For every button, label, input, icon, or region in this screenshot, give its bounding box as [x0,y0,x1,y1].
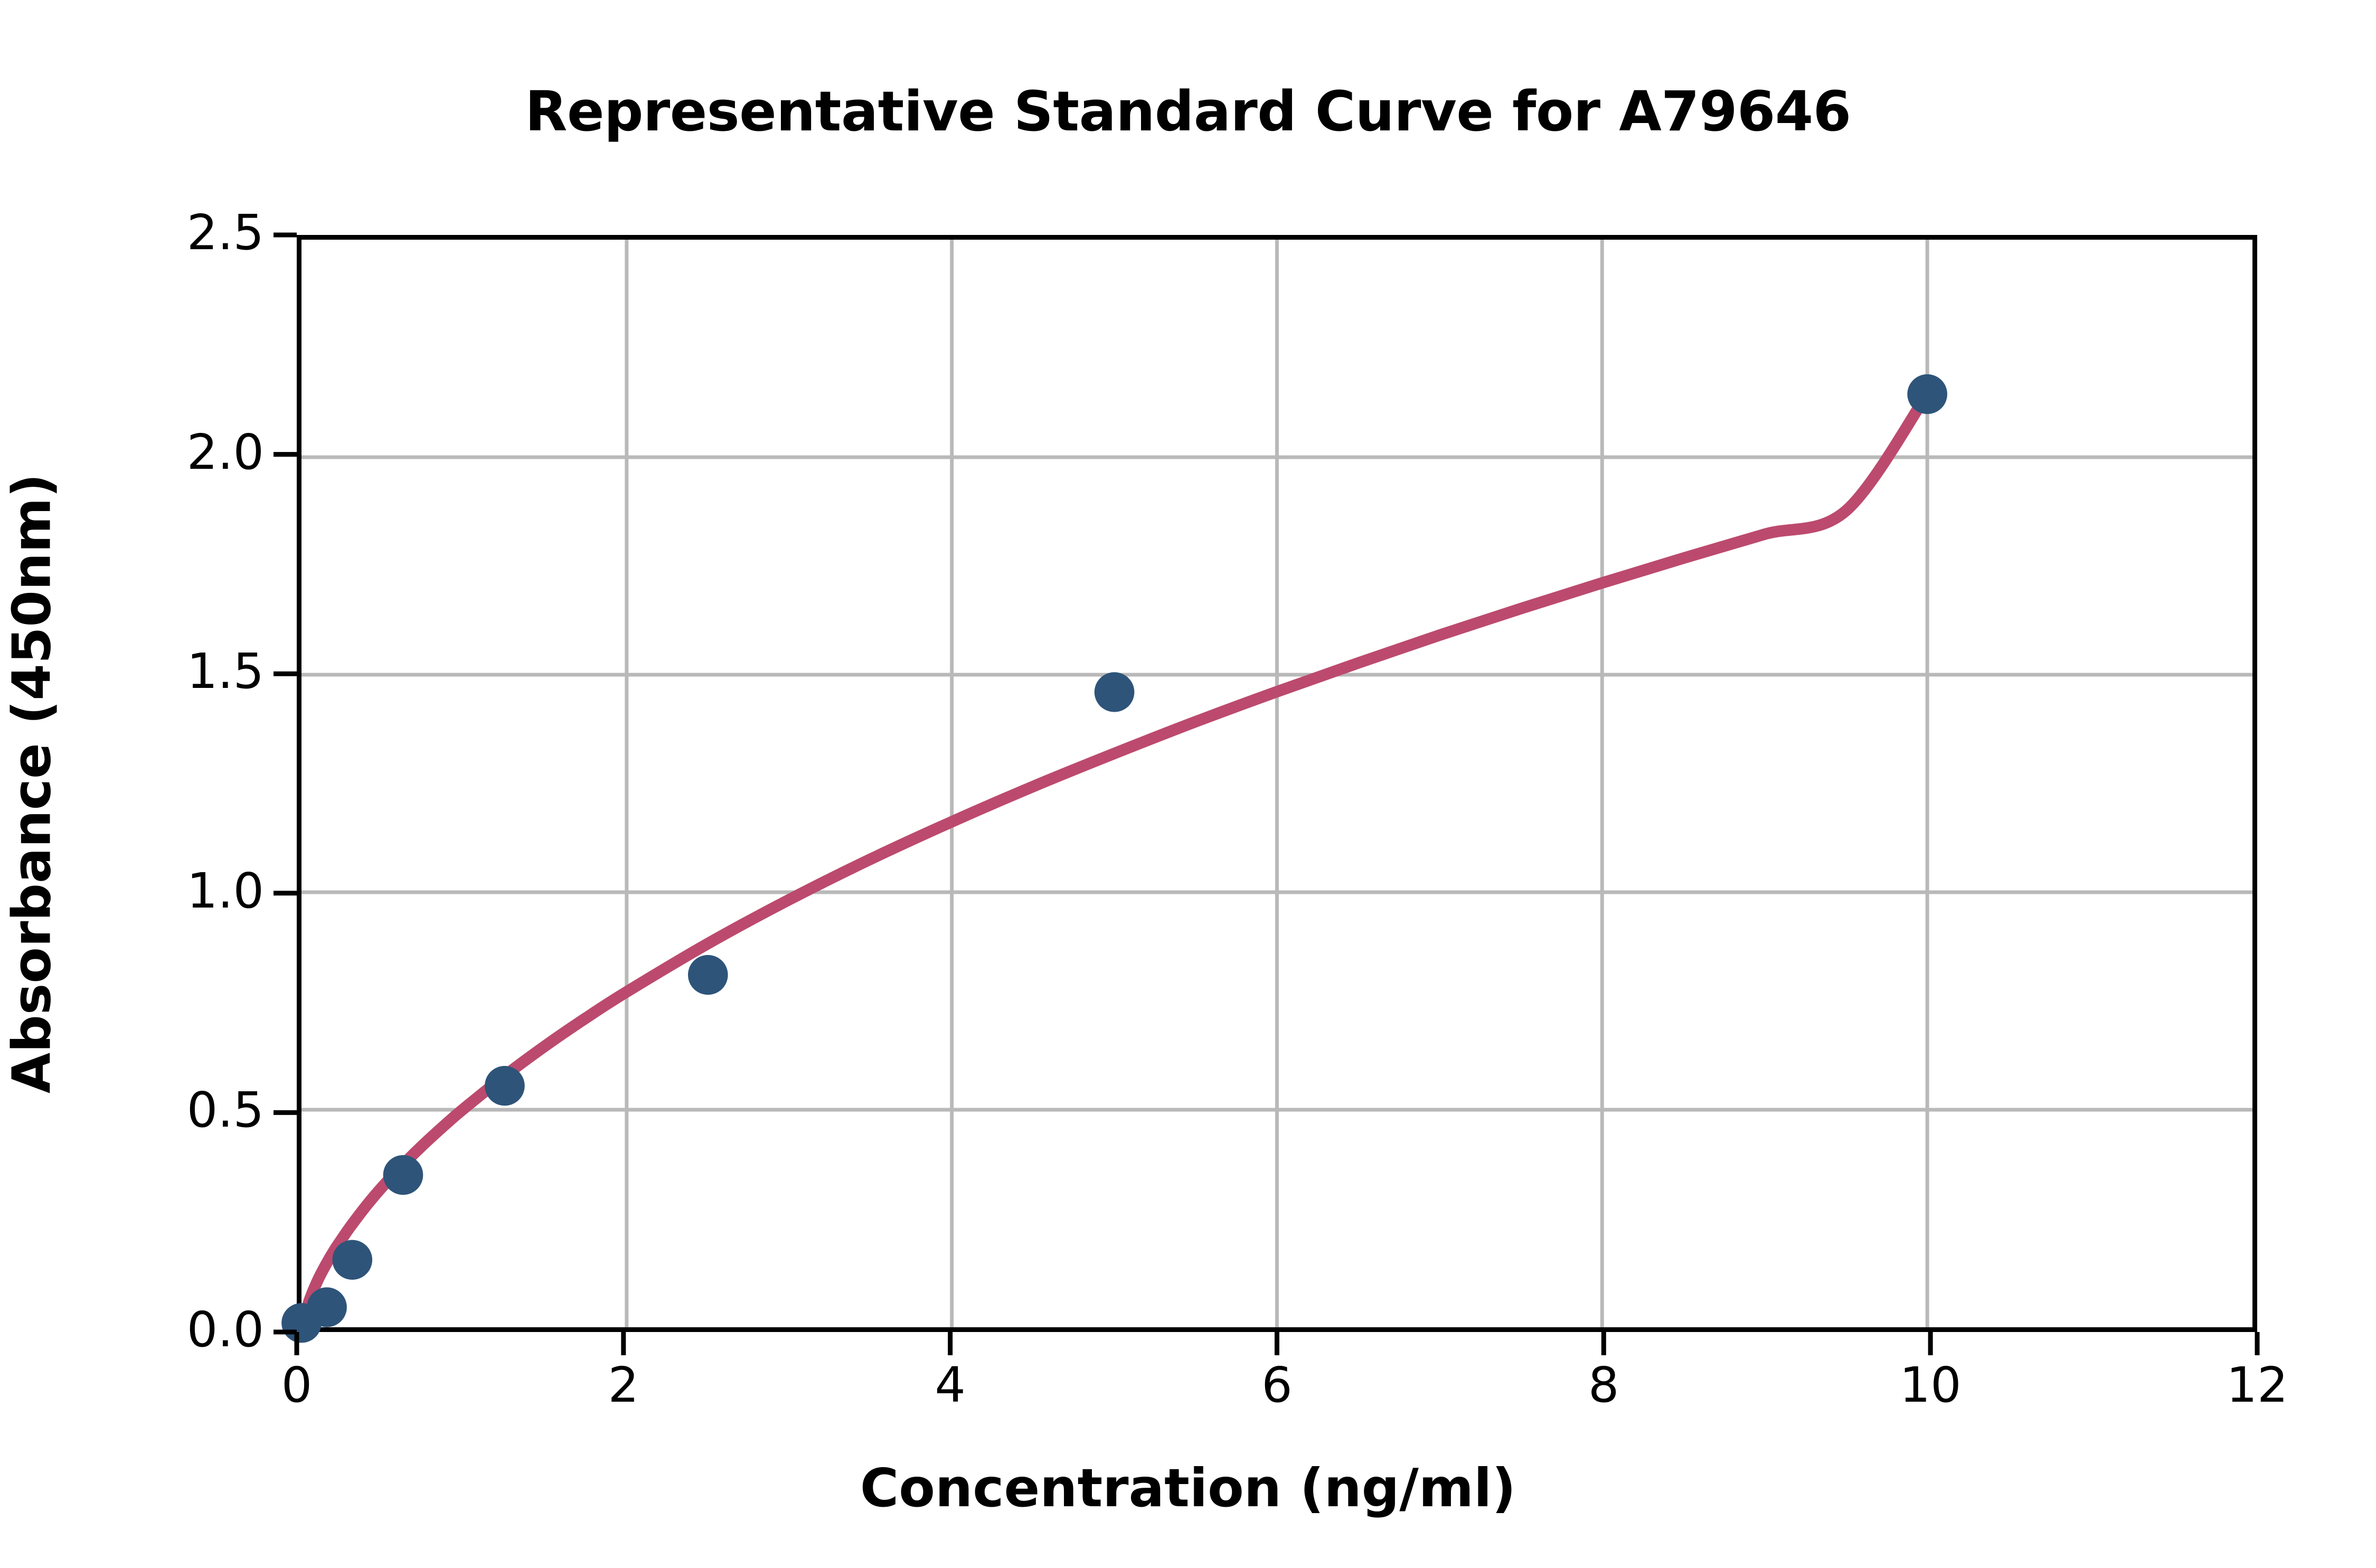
x-axis-tick-label: 6 [1261,1357,1293,1413]
x-axis-tick-label: 2 [608,1357,639,1413]
chart-title: Representative Standard Curve for A79646 [525,79,1851,144]
grid-lines [301,240,2252,1327]
x-axis-title: Concentration (ng/ml) [860,1457,1516,1519]
y-axis-tick-label: 0.0 [186,1301,264,1358]
data-point-marker [332,1240,373,1280]
data-layer [281,374,1947,1343]
x-axis-tick-label: 0 [281,1357,313,1413]
data-point-marker [383,1155,423,1195]
y-axis-tick-label: 2.5 [186,204,264,261]
fit-curve [296,388,1934,1333]
x-axis-tick-label: 12 [2226,1357,2288,1413]
x-axis-tick-label: 8 [1588,1357,1619,1413]
data-point-marker [1907,374,1947,414]
y-axis-tick-label: 0.5 [186,1082,264,1139]
data-point-marker [307,1287,347,1327]
y-axis-tick-label: 2.0 [186,423,264,480]
x-axis-tick-label: 4 [935,1357,966,1413]
y-axis-tick-label: 1.0 [186,862,264,919]
data-point-marker [485,1066,525,1106]
plot-area [281,235,2257,1343]
data-point-marker [687,955,728,995]
data-point-marker [1094,672,1135,712]
x-axis-tick-label: 10 [1899,1357,1962,1413]
y-axis-tick-label: 1.5 [186,643,264,700]
